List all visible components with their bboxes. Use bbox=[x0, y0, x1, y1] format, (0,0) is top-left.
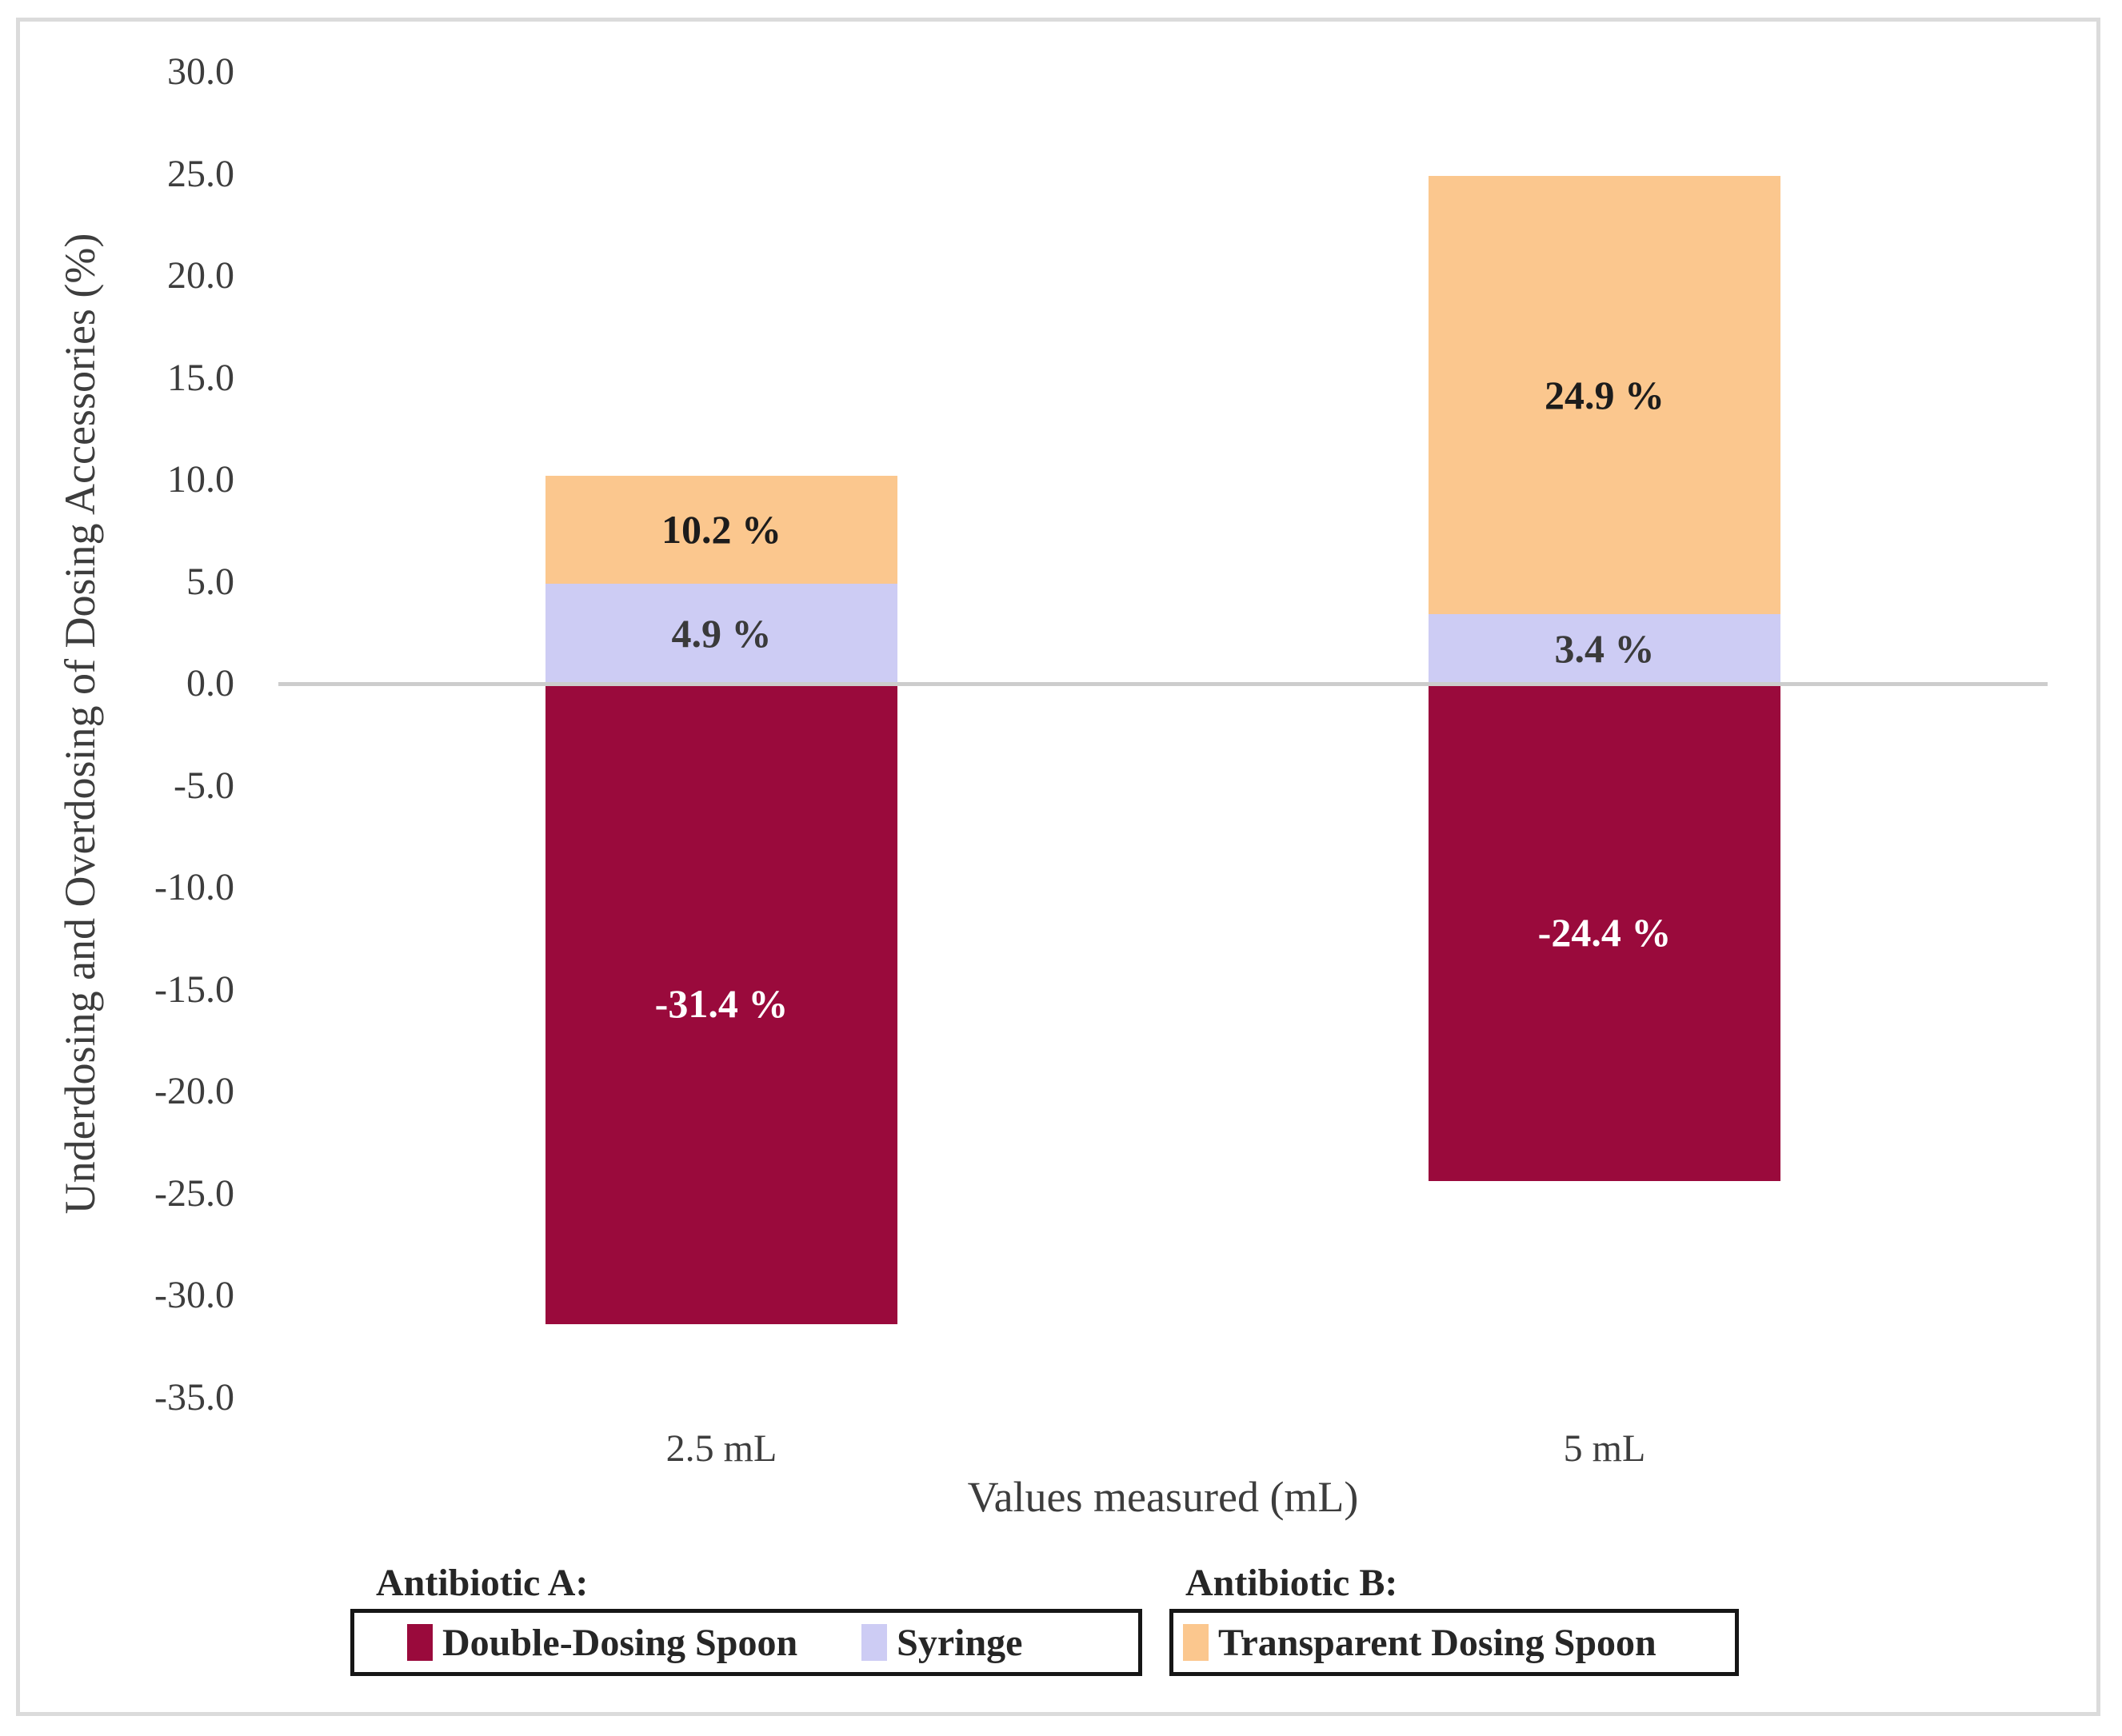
legend-item: Double-Dosing Spoon bbox=[407, 1621, 797, 1665]
legend-group-header: Antibiotic A: bbox=[376, 1562, 589, 1604]
legend-item: Transparent Dosing Spoon bbox=[1183, 1621, 1656, 1665]
legend-color-swatch bbox=[861, 1624, 888, 1661]
y-tick-label: -15.0 bbox=[154, 968, 234, 1011]
y-tick-label: -10.0 bbox=[154, 866, 234, 908]
x-axis-title: Values measured (mL) bbox=[967, 1473, 1359, 1521]
bar-segment-label: -31.4 % bbox=[654, 981, 789, 1026]
y-tick-label: 5.0 bbox=[186, 560, 234, 603]
y-tick-label: -30.0 bbox=[154, 1274, 234, 1316]
bar-segment-label: 10.2 % bbox=[661, 506, 781, 552]
y-tick-label: -5.0 bbox=[174, 764, 234, 807]
bar-segment-label: -24.4 % bbox=[1537, 910, 1672, 955]
bar-segment: 4.9 % bbox=[545, 584, 897, 684]
legend-group-header: Antibiotic B: bbox=[1185, 1562, 1398, 1604]
y-tick-label: -20.0 bbox=[154, 1070, 234, 1112]
y-tick-label: 25.0 bbox=[167, 152, 234, 195]
x-category-label: 5 mL bbox=[1563, 1427, 1646, 1470]
bar-segment: 3.4 % bbox=[1429, 614, 1780, 684]
y-axis-title: Underdosing and Overdosing of Dosing Acc… bbox=[56, 233, 104, 1215]
y-tick-label: 30.0 bbox=[167, 50, 234, 93]
zero-gridline bbox=[278, 682, 2048, 686]
x-category-label: 2.5 mL bbox=[665, 1427, 777, 1470]
legend-group-box: Transparent Dosing Spoon bbox=[1169, 1609, 1739, 1676]
legend-color-swatch bbox=[407, 1624, 433, 1661]
legend-item: Syringe bbox=[861, 1621, 1022, 1665]
bar-segment: 24.9 % bbox=[1429, 176, 1780, 615]
legend-item-label: Double-Dosing Spoon bbox=[442, 1621, 798, 1664]
legend-item-label: Transparent Dosing Spoon bbox=[1218, 1621, 1656, 1664]
legend-color-swatch bbox=[1183, 1624, 1209, 1661]
legend-group-box: Double-Dosing Spoon Syringe bbox=[350, 1609, 1142, 1676]
y-tick-label: -35.0 bbox=[154, 1375, 234, 1419]
bar-segment-label: 3.4 % bbox=[1554, 626, 1655, 672]
bar-segment-label: 4.9 % bbox=[671, 611, 772, 656]
y-tick-label: 20.0 bbox=[167, 254, 234, 297]
y-tick-label: 15.0 bbox=[167, 356, 234, 399]
y-tick-label: 0.0 bbox=[186, 662, 234, 704]
bar-segment: -24.4 % bbox=[1429, 684, 1780, 1182]
y-tick-label: 10.0 bbox=[167, 458, 234, 501]
bar-segment: 10.2 % bbox=[545, 475, 897, 585]
chart-outer-border bbox=[16, 18, 2100, 1716]
bar-segment-label: 24.9 % bbox=[1545, 373, 1664, 418]
y-tick-label: -25.0 bbox=[154, 1171, 234, 1215]
legend-item-label: Syringe bbox=[897, 1621, 1023, 1664]
bar-segment: -31.4 % bbox=[545, 684, 897, 1324]
